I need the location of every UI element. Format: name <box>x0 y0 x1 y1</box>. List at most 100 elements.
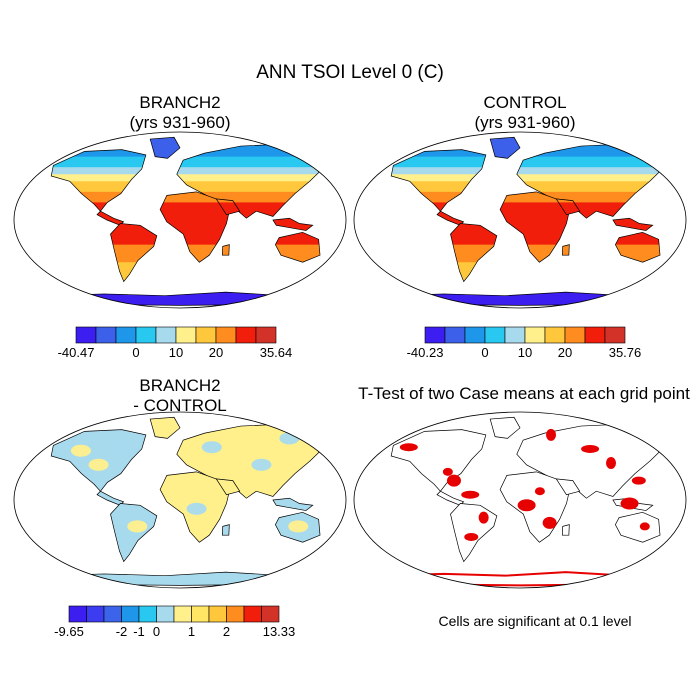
coastline <box>110 223 158 283</box>
temperature-band <box>450 255 497 260</box>
significant-cell <box>643 428 658 441</box>
temperature-band <box>176 188 330 193</box>
temperature-band <box>516 191 670 196</box>
coastline <box>489 416 521 439</box>
temperature-band <box>275 248 321 253</box>
temperature-bands <box>150 137 180 159</box>
temperature-band <box>51 153 146 158</box>
temperature-band <box>51 195 146 200</box>
temperature-band <box>500 216 570 221</box>
temperature-band <box>391 149 486 154</box>
temperature-band <box>275 244 321 249</box>
temperature-band <box>500 220 570 225</box>
temperature-band <box>556 202 580 207</box>
temperature-band <box>391 202 486 207</box>
temperature-band <box>51 188 146 193</box>
colorbar-bin <box>504 326 526 344</box>
temperature-band <box>500 234 570 239</box>
difference-patch <box>70 444 91 457</box>
temperature-band <box>216 209 240 214</box>
temperature-band <box>275 251 321 256</box>
temperature-band <box>110 248 157 253</box>
map-border <box>13 411 347 589</box>
coastline <box>450 223 498 283</box>
temperature-band <box>391 198 486 203</box>
colorbar-bin <box>121 605 140 623</box>
temperature-band <box>516 198 670 203</box>
temperature-band <box>450 241 497 246</box>
temperature-band <box>391 177 486 182</box>
map-content <box>14 412 346 588</box>
temperature-band <box>615 251 661 256</box>
difference-fill <box>150 417 180 439</box>
temperature-band <box>516 195 670 200</box>
colorbar-bin <box>138 605 157 623</box>
temperature-band <box>110 237 157 242</box>
temperature-band <box>391 184 486 189</box>
difference-patch <box>186 502 207 515</box>
colorbar-tick-label: -40.23 <box>407 345 444 360</box>
colorbar-bin <box>68 605 87 623</box>
continent-greenland <box>489 416 521 439</box>
colorbar-tick-label: 2 <box>223 624 230 639</box>
significant-cell <box>534 487 545 496</box>
colorbar-bin <box>208 605 227 623</box>
continent-madagascar <box>561 524 570 536</box>
significant-cell <box>517 499 536 512</box>
temperature-band <box>490 146 520 151</box>
continent-arabia <box>555 478 581 496</box>
continent-greenland <box>489 136 521 159</box>
continent-southAmerica <box>110 503 158 563</box>
temperature-band <box>383 293 658 299</box>
colorbar: -40.23 0 10 20 35.76 <box>407 326 641 360</box>
temperature-band <box>176 149 330 154</box>
significant-cell <box>399 443 418 452</box>
map-panel <box>13 131 347 309</box>
temperature-band <box>160 227 230 232</box>
temperature-band <box>450 234 497 239</box>
temperature-band <box>615 248 661 253</box>
coastline <box>149 136 181 159</box>
temperature-band <box>150 153 180 158</box>
temperature-band <box>615 241 661 246</box>
temperature-band <box>51 198 146 203</box>
colorbar-tick-label: -40.47 <box>58 345 95 360</box>
colorbar-bin <box>604 326 626 344</box>
coastline <box>614 511 661 543</box>
temperature-band <box>500 248 570 253</box>
temperature-band <box>216 205 240 211</box>
temperature-band <box>110 258 157 263</box>
temperature-band <box>176 156 330 161</box>
temperature-band <box>450 248 497 253</box>
temperature-band <box>176 191 330 196</box>
temperature-band <box>176 160 330 165</box>
temperature-band <box>615 237 661 242</box>
coastline <box>149 416 181 439</box>
temperature-band <box>391 195 486 200</box>
significant-cell <box>639 522 650 531</box>
colorbar-bin <box>86 605 105 623</box>
temperature-band <box>490 142 520 147</box>
significant-cell <box>542 516 557 529</box>
temperature-band <box>562 248 570 253</box>
significant-cell <box>461 490 480 499</box>
temperature-band <box>160 248 230 253</box>
panel-title-ttest: T-Test of two Case means at each grid po… <box>358 384 690 403</box>
temperature-band <box>150 139 180 144</box>
coastline <box>612 217 654 231</box>
difference-fill <box>110 503 157 562</box>
temperature-band <box>490 153 520 158</box>
temperature-band <box>500 251 570 256</box>
continent-arabia <box>215 478 241 496</box>
colorbar-tick-label: 0 <box>153 624 160 639</box>
continent-australia <box>614 511 661 543</box>
temperature-band <box>216 198 240 203</box>
temperature-band <box>391 191 486 196</box>
significant-cell <box>442 467 453 476</box>
temperature-band <box>160 216 230 221</box>
temperature-band <box>160 251 230 256</box>
temperature-band <box>516 202 670 207</box>
colorbar: -9.65 -2 -1 0 1 2 13.33 <box>54 605 295 639</box>
colorbar-bin <box>135 326 157 344</box>
temperature-band <box>450 230 497 235</box>
